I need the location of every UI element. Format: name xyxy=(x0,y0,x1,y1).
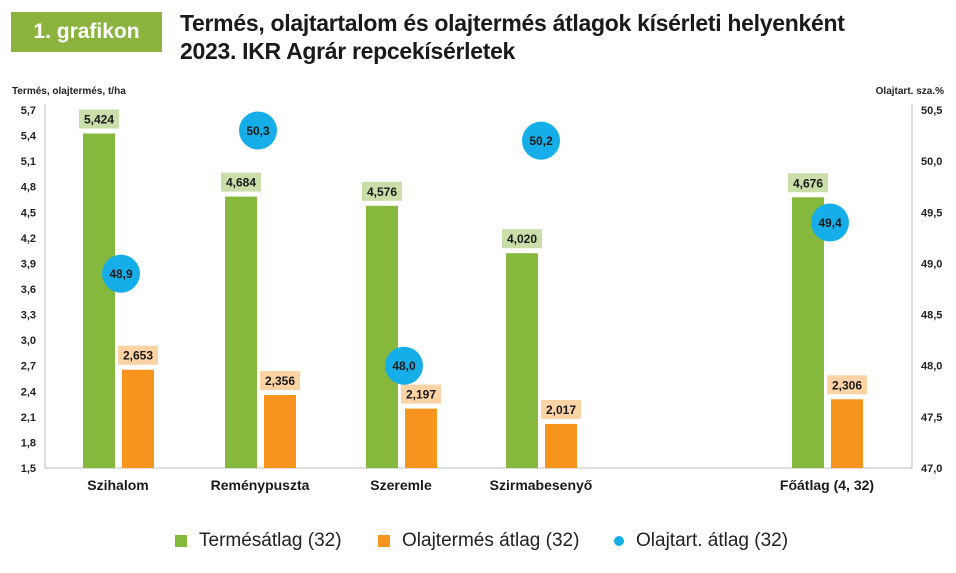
y-tick-right: 49,5 xyxy=(921,207,942,219)
legend-swatch-blue-dot xyxy=(614,536,624,546)
point-olajtartalom xyxy=(811,203,849,242)
point-olajtartalom xyxy=(385,346,423,385)
y-tick-right: 47,5 xyxy=(921,412,942,424)
data-label-olajtermes: 2,356 xyxy=(265,374,295,388)
data-label-bg-termesatlag xyxy=(362,181,402,201)
y-tick-left: 3,9 xyxy=(21,258,36,270)
data-label-termesatlag: 4,676 xyxy=(793,176,823,190)
bar-termesatlag xyxy=(366,205,398,468)
point-olajtartalom xyxy=(239,111,277,150)
bar-olajtermes xyxy=(831,399,863,468)
y-tick-left: 4,8 xyxy=(21,182,36,194)
data-label-olajtartalom: 50,2 xyxy=(529,134,553,148)
data-label-olajtermes: 2,653 xyxy=(123,349,153,363)
y-tick-right: 48,0 xyxy=(921,361,942,373)
y-tick-left: 5,4 xyxy=(21,131,37,143)
point-olajtartalom xyxy=(102,254,140,293)
chart-title: Termés, olajtartalom és olajtermés átlag… xyxy=(180,9,845,65)
bar-termesatlag xyxy=(506,253,538,468)
legend-item-olajtermes: Olajtermés átlag (32) xyxy=(378,530,579,552)
legend-item-termesatlag: Termésátlag (32) xyxy=(175,530,342,552)
y-tick-left: 4,2 xyxy=(21,233,36,245)
y-tick-left: 1,5 xyxy=(21,463,36,475)
y-tick-left: 5,1 xyxy=(21,156,36,168)
data-label-olajtartalom: 48,0 xyxy=(392,359,416,373)
bar-termesatlag xyxy=(792,197,824,468)
legend-swatch-green xyxy=(175,535,187,547)
legend-label-termesatlag: Termésátlag (32) xyxy=(199,530,342,551)
bar-olajtermes xyxy=(405,408,437,468)
y-tick-right: 50,0 xyxy=(921,156,942,168)
legend-label-olajtermes: Olajtermés átlag (32) xyxy=(402,530,580,551)
data-label-bg-olajtermes xyxy=(827,375,867,395)
bar-olajtermes xyxy=(122,369,154,468)
bar-olajtermes xyxy=(545,423,577,468)
data-label-olajtermes: 2,197 xyxy=(406,388,436,402)
data-label-termesatlag: 4,684 xyxy=(226,176,256,190)
y-axis-right-title: Olajtart. sza.% xyxy=(876,86,944,97)
chart-area: Termés, olajtermés, t/ha Olajtart. sza.% 1… xyxy=(12,86,944,493)
chart-legend: Termésátlag (32) Olajtermés átlag (32) O… xyxy=(0,530,956,560)
y-tick-left: 2,7 xyxy=(21,361,36,373)
data-label-olajtartalom: 48,9 xyxy=(109,267,133,281)
bar-termesatlag xyxy=(225,196,257,468)
data-label-bg-olajtermes xyxy=(260,371,300,391)
legend-item-olajtartalom: Olajtart. átlag (32) xyxy=(614,530,788,552)
y-tick-right: 48,5 xyxy=(921,310,942,322)
data-label-termesatlag: 4,020 xyxy=(507,232,537,246)
point-olajtartalom xyxy=(522,121,560,160)
chart-title-line1: Termés, olajtartalom és olajtermés átlag… xyxy=(180,10,845,36)
legend-swatch-orange xyxy=(378,535,390,547)
data-label-termesatlag: 5,424 xyxy=(84,113,114,127)
data-label-termesatlag: 4,576 xyxy=(367,185,397,199)
data-label-bg-termesatlag xyxy=(221,172,261,192)
data-label-bg-olajtermes xyxy=(541,399,581,419)
chart-title-line2: 2023. IKR Agrár repcekísérletek xyxy=(180,38,516,64)
data-label-bg-termesatlag xyxy=(79,109,119,129)
bar-termesatlag xyxy=(83,133,115,469)
x-tick-label: Főátlag (4, 32) xyxy=(780,477,874,493)
data-label-olajtermes: 2,017 xyxy=(546,403,576,417)
y-tick-right: 49,0 xyxy=(921,258,942,270)
x-tick-label: Szeremle xyxy=(370,477,432,493)
data-label-olajtartalom: 50,3 xyxy=(246,124,270,138)
x-tick-label: Szirmabesenyő xyxy=(490,477,593,493)
y-tick-left: 4,5 xyxy=(21,207,36,219)
y-axis-left-title: Termés, olajtermés, t/ha xyxy=(12,86,126,97)
data-label-olajtermes: 2,306 xyxy=(832,378,862,392)
y-tick-right: 50,5 xyxy=(921,105,942,117)
data-label-bg-termesatlag xyxy=(788,173,828,193)
y-tick-left: 3,6 xyxy=(21,284,36,296)
y-tick-right: 47,0 xyxy=(921,463,942,475)
x-tick-label: Reménypuszta xyxy=(211,477,310,493)
chart-number-badge: 1. grafikon xyxy=(11,12,162,52)
data-label-bg-olajtermes xyxy=(401,384,441,404)
y-tick-left: 5,7 xyxy=(21,105,36,117)
legend-label-olajtartalom: Olajtart. átlag (32) xyxy=(636,530,789,551)
y-tick-left: 1,8 xyxy=(21,437,36,449)
y-tick-left: 3,0 xyxy=(21,335,36,347)
x-tick-label: Szihalom xyxy=(87,477,148,493)
data-label-olajtartalom: 49,4 xyxy=(818,216,842,230)
y-tick-left: 2,4 xyxy=(21,386,37,398)
y-tick-left: 2,1 xyxy=(21,412,36,424)
y-tick-left: 3,3 xyxy=(21,310,36,322)
bar-olajtermes xyxy=(264,395,296,468)
data-label-bg-termesatlag xyxy=(502,229,542,249)
data-label-bg-olajtermes xyxy=(118,345,158,365)
